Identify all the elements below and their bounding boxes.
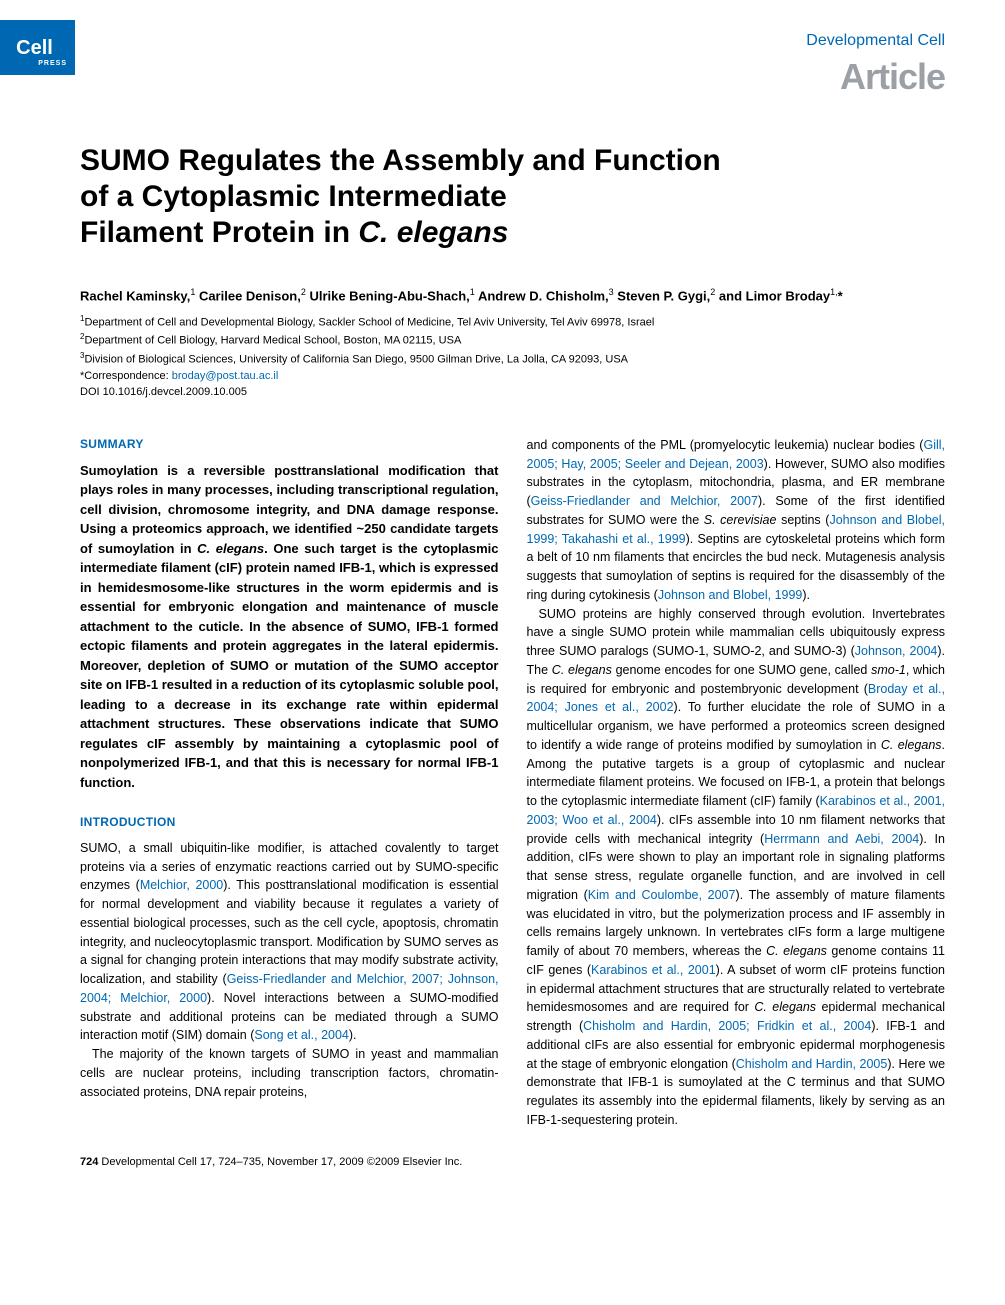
- column-right: and components of the PML (promyelocytic…: [527, 436, 946, 1130]
- authors-line: Rachel Kaminsky,1 Carilee Denison,2 Ulri…: [0, 271, 1005, 312]
- column-left: SUMMARY Sumoylation is a reversible post…: [80, 436, 499, 1130]
- intro-body-left: SUMO, a small ubiquitin-like modifier, i…: [80, 839, 499, 1102]
- title-italic: C. elegans: [358, 216, 508, 249]
- title-line-1: SUMO Regulates the Assembly and Function: [80, 144, 721, 177]
- correspondence-email[interactable]: broday@post.tau.ac.il: [172, 370, 279, 382]
- col2-p2: SUMO proteins are highly conserved throu…: [527, 605, 946, 1130]
- correspondence-label: *Correspondence:: [80, 370, 172, 382]
- title-line-2: of a Cytoplasmic Intermediate: [80, 180, 507, 213]
- title-line-3: Filament Protein in: [80, 216, 358, 249]
- page-footer: 724 Developmental Cell 17, 724–735, Nove…: [0, 1130, 1005, 1185]
- two-column-body: SUMMARY Sumoylation is a reversible post…: [0, 401, 1005, 1130]
- doi: DOI 10.1016/j.devcel.2009.10.005: [80, 384, 945, 401]
- page-number: 724: [80, 1156, 98, 1168]
- title-block: SUMO Regulates the Assembly and Function…: [0, 113, 1005, 271]
- introduction-head: INTRODUCTION: [80, 814, 499, 831]
- footer-citation: Developmental Cell 17, 724–735, November…: [98, 1156, 462, 1168]
- intro-p1: SUMO, a small ubiquitin-like modifier, i…: [80, 839, 499, 1045]
- logo-brand: Cell: [16, 34, 53, 62]
- cell-press-logo: Cell PRESS: [0, 20, 75, 75]
- affiliation-2: 2Department of Cell Biology, Harvard Med…: [80, 331, 945, 349]
- summary-text: Sumoylation is a reversible posttranslat…: [80, 461, 499, 793]
- journal-header: Developmental Cell Article: [0, 0, 1005, 113]
- intro-body-right: and components of the PML (promyelocytic…: [527, 436, 946, 1130]
- intro-p2: The majority of the known targets of SUM…: [80, 1045, 499, 1101]
- logo-sub: PRESS: [38, 59, 67, 69]
- article-title: SUMO Regulates the Assembly and Function…: [80, 143, 945, 251]
- article-type: Article: [0, 52, 945, 102]
- affiliations: 1Department of Cell and Developmental Bi…: [0, 311, 1005, 400]
- summary-head: SUMMARY: [80, 436, 499, 453]
- correspondence-line: *Correspondence: broday@post.tau.ac.il: [80, 368, 945, 385]
- journal-name: Developmental Cell: [0, 30, 945, 52]
- affiliation-1: 1Department of Cell and Developmental Bi…: [80, 313, 945, 331]
- col2-p1: and components of the PML (promyelocytic…: [527, 436, 946, 605]
- affiliation-3: 3Division of Biological Sciences, Univer…: [80, 350, 945, 368]
